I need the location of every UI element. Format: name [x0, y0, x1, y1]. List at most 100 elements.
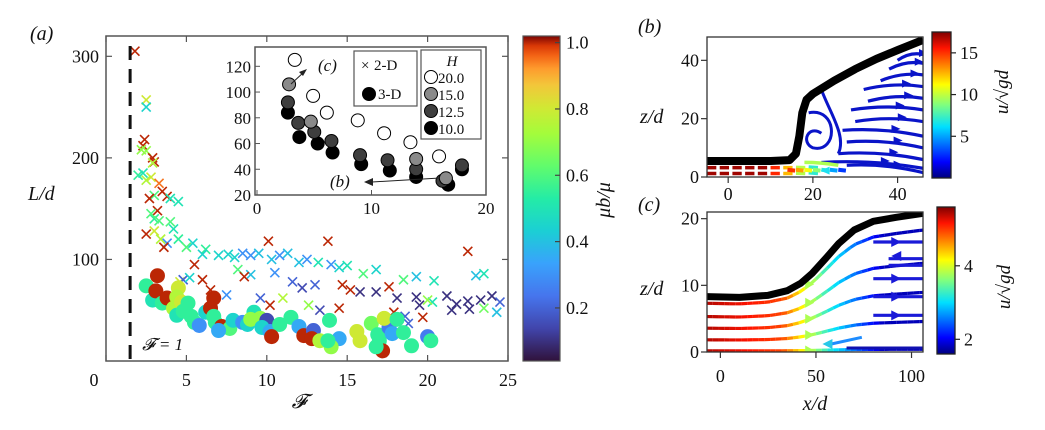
panel-a-y-tick-label: 100	[72, 249, 99, 269]
scatter-point-2d	[173, 234, 184, 245]
scatter-point-2d	[383, 281, 395, 292]
panel-a-colorbar-label: μb/μ	[593, 182, 615, 219]
panel-c-streamline	[707, 290, 923, 331]
inset-point	[350, 113, 365, 128]
panel-c-arrowhead	[805, 345, 815, 352]
colorbar-a-tick-label: 1.0	[566, 33, 589, 53]
panel-b-y-tick-label: 40	[681, 50, 699, 70]
scatter-point-2d	[314, 305, 325, 316]
inset-y-tick-label: 40	[234, 160, 251, 179]
inset-ticks: 0 10 20 20 40 60 80 100 120	[226, 57, 495, 218]
scatter-point-2d	[274, 250, 285, 261]
panel-b-colorbar-label: u/√gd	[992, 69, 1013, 114]
scatter-point-2d	[478, 268, 489, 279]
scatter-point-2d	[313, 257, 324, 268]
panel-a-colorbar	[522, 35, 561, 362]
panel-b-streamlines	[707, 49, 923, 176]
panel-c-arrowhead	[805, 330, 815, 341]
panel-a-y-label: L/d	[27, 183, 56, 205]
panel-c-x-label: x/d	[802, 393, 828, 415]
scatter-point-2d	[309, 279, 321, 290]
scatter-point-3d	[272, 316, 288, 332]
panel-b-free-surface	[707, 37, 923, 165]
scatter-point-3d	[322, 312, 338, 328]
panel-c-streamline	[707, 228, 923, 306]
scatter-point-2d	[282, 248, 293, 259]
inset-point	[438, 171, 453, 186]
scatter-point-2d	[255, 292, 266, 304]
panel-b-colorbar-ticks: 5 10 15	[951, 43, 978, 146]
inset-arrow-b	[371, 177, 441, 183]
scatter-point-2d	[422, 294, 433, 306]
inset-point	[303, 114, 318, 129]
panel-c-ticks: 0 50 100 0 10 20	[681, 209, 925, 386]
panel-c-streamlines	[707, 228, 923, 352]
panel-c-x-tick-label: 0	[716, 366, 725, 386]
scatter-point-2d	[478, 303, 489, 314]
scatter-point-2d	[136, 144, 147, 155]
panel-c-streamline	[707, 319, 923, 342]
scatter-point-2d	[334, 262, 345, 273]
inset-point	[310, 136, 325, 151]
panel-a-x-tick-label: 20	[419, 370, 437, 390]
scatter-point-2d	[221, 289, 232, 301]
scatter-point-3d	[180, 295, 196, 311]
colorbar-a-tick-label: 0.4	[566, 232, 589, 252]
panel-c-x-tick-label: 50	[807, 366, 825, 386]
scatter-point-2d	[462, 296, 473, 307]
legend-h-label: 20.0	[438, 71, 464, 87]
scatter-point-2d	[334, 303, 345, 314]
scatter-point-2d	[200, 244, 211, 255]
scatter-point-2d	[245, 250, 256, 261]
colorbar-c-tick-label: 4	[964, 256, 973, 276]
scatter-point-2d	[149, 190, 160, 201]
inset-arrowhead-b	[364, 178, 373, 186]
panel-c-streamline	[707, 261, 923, 319]
panel-c-arrowhead	[805, 297, 815, 308]
scatter-point-2d	[239, 271, 250, 282]
scatter-point-3d	[149, 268, 165, 284]
panel-c-y-label: z/d	[639, 278, 664, 300]
panel-b-x-tick-label: 40	[889, 184, 907, 204]
scatter-point-2d	[141, 102, 152, 113]
panel-b-y-tick-label: 0	[690, 167, 699, 187]
panel-label-a: (a)	[30, 23, 54, 45]
panel-c-x-tick-label: 100	[898, 366, 925, 386]
scatter-point-2d	[358, 268, 369, 279]
scatter-point-2d	[337, 279, 348, 290]
scatter-point-2d	[145, 208, 157, 219]
panel-a: 0 5 10 15 20 25 100 200 300 𝓕 = 1 L/d 𝓕 0 10 20 20 4…	[27, 33, 615, 413]
scatter-point-2d	[237, 248, 248, 259]
panel-c-free-surface	[707, 212, 923, 301]
panel-a-x-label: 𝓕	[292, 391, 314, 413]
scatter-point-2d	[263, 236, 274, 247]
inset-x-tick-label: 20	[478, 199, 495, 218]
scatter-point-2d	[158, 242, 169, 253]
scatter-point-3d	[264, 329, 280, 345]
panel-a-x-tick-label: 0	[90, 370, 99, 390]
inset-y-tick-label: 60	[234, 135, 251, 154]
inset-y-tick-label: 120	[226, 57, 252, 76]
inset-y-tick-label: 80	[234, 109, 251, 128]
colorbar-a-tick-label: 0.8	[566, 99, 589, 119]
inset-point	[432, 149, 447, 164]
scatter-point-2d	[277, 292, 288, 304]
inset-point	[380, 153, 395, 168]
panel-a-x-tick-label: 15	[338, 370, 356, 390]
inset-point	[292, 130, 307, 145]
inset-point	[353, 148, 368, 163]
panel-c-y-tick-label: 20	[681, 209, 699, 229]
scatter-point-2d	[197, 249, 208, 260]
legend-3d-marker	[362, 87, 376, 101]
scatter-point-2d	[475, 294, 486, 306]
inset-point	[377, 126, 392, 141]
scatter-point-2d	[494, 297, 506, 308]
legend-x-glyph: ×	[361, 58, 369, 74]
scatter-point-2d	[345, 284, 356, 295]
scatter-point-2d	[371, 286, 382, 298]
inset-point	[291, 115, 306, 130]
inset-point	[403, 135, 418, 150]
scatter-point-3d	[404, 338, 420, 354]
panel-b-downstream-streams	[821, 49, 923, 175]
panel-a-markers	[129, 46, 506, 359]
